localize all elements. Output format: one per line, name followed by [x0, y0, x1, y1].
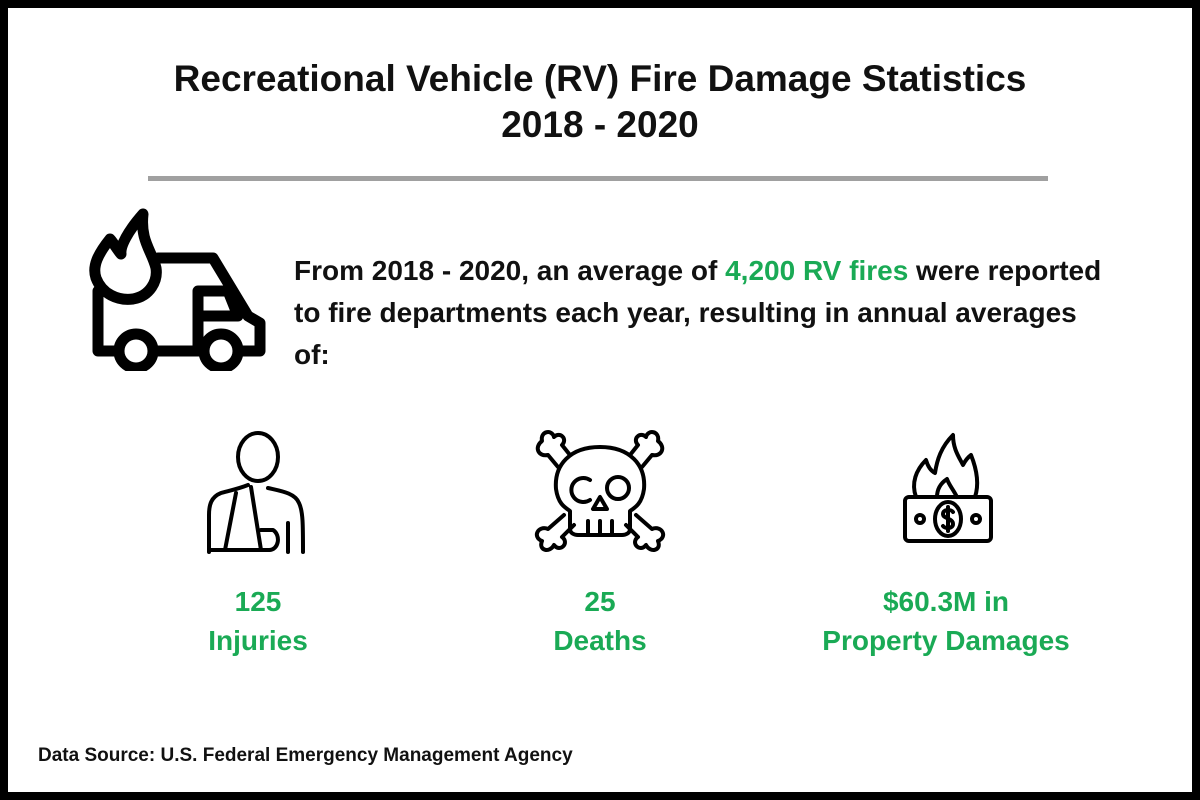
title-line-2: 2018 - 2020 [501, 104, 699, 145]
stat-deaths: 25 Deaths [450, 420, 750, 660]
deaths-label: Deaths [553, 625, 647, 656]
injuries-value: 125 [234, 586, 282, 617]
data-source: Data Source: U.S. Federal Emergency Mana… [38, 745, 573, 766]
injured-person-icon [108, 420, 408, 560]
intro-text: From 2018 - 2020, an average of 4,200 RV… [294, 255, 1102, 370]
divider [148, 176, 1048, 181]
burning-money-icon [796, 420, 1096, 560]
deaths-value: 25 [584, 586, 616, 617]
truck-fire-icon [88, 206, 268, 376]
title-line-1: Recreational Vehicle (RV) Fire Damage St… [173, 58, 1027, 99]
injuries-label: Injuries [208, 625, 308, 656]
page-title: Recreational Vehicle (RV) Fire Damage St… [0, 56, 1200, 148]
skull-crossbones-icon [450, 420, 750, 560]
stat-property-damages: $60.3M in Property Damages [796, 420, 1096, 660]
damages-label: Property Damages [822, 625, 1070, 656]
fires-highlight: 4,200 RV fires [725, 255, 909, 286]
infographic-frame [8, 8, 1192, 792]
damages-value: $60.3M in [882, 586, 1010, 617]
stat-injuries: 125 Injuries [108, 420, 408, 660]
